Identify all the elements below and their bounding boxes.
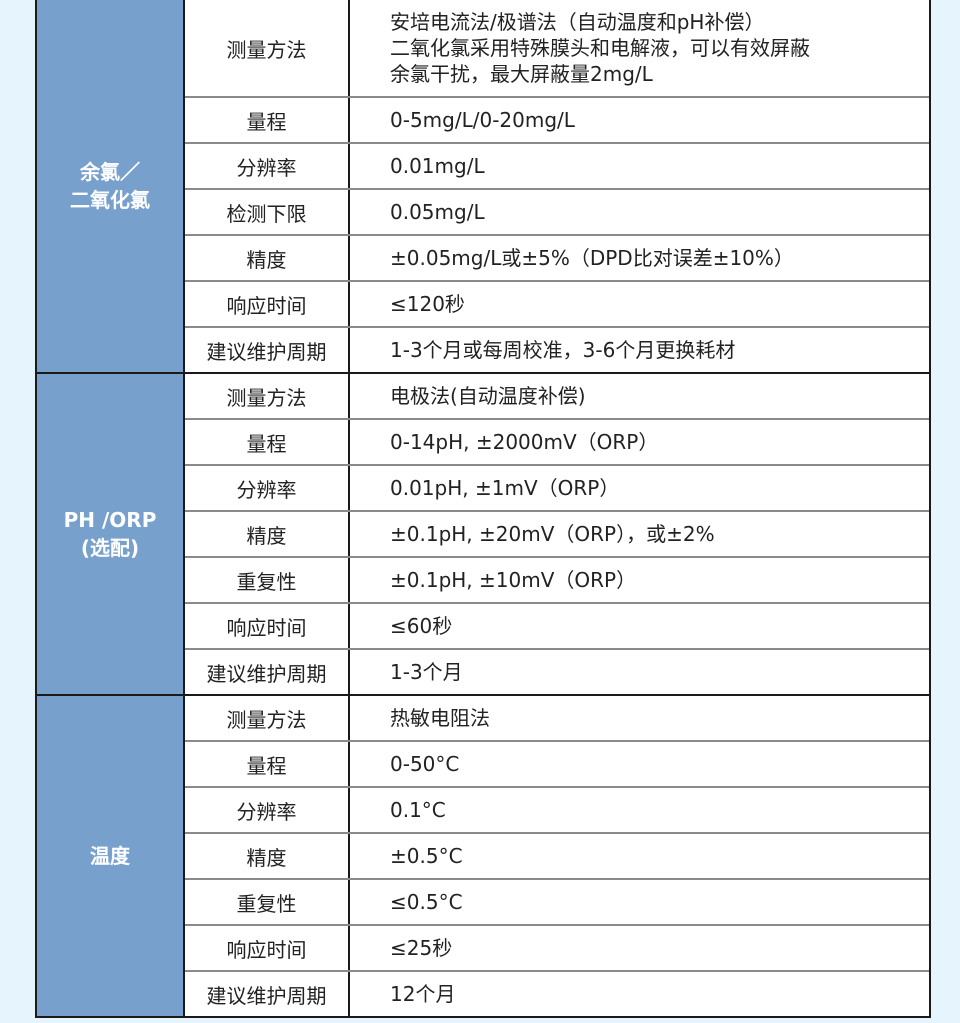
spec-value: 热敏电阻法 (390, 706, 490, 730)
table-row: 量程 0-14pH, ±2000mV（ORP） (185, 420, 929, 466)
table-row: 测量方法 安培电流法/极谱法（自动温度和pH补偿） 二氧化氯采用特殊膜头和电解液，… (185, 0, 929, 98)
table-row: 测量方法 电极法(自动温度补偿) (185, 374, 929, 420)
spec-group: PH /ORP (选配) 测量方法 电极法(自动温度补偿) 量程 0-14pH, ±20… (37, 374, 929, 696)
spec-item: 分辨率 (185, 788, 350, 832)
spec-item: 建议维护周期 (185, 650, 350, 694)
group-name: 余氯／ 二氧化氯 (37, 0, 185, 372)
spec-value: ±0.1pH, ±20mV（ORP），或±2% (390, 522, 715, 546)
spec-item: 建议维护周期 (185, 972, 350, 1016)
spec-item: 测量方法 (185, 374, 350, 418)
spec-value: ±0.1pH, ±10mV（ORP） (390, 568, 637, 592)
table-row: 响应时间 ≤25秒 (185, 926, 929, 972)
spec-value: ≤120秒 (390, 292, 465, 316)
table-row: 建议维护周期 1-3个月或每周校准，3-6个月更换耗材 (185, 328, 929, 372)
spec-value: ±0.05mg/L或±5%（DPD比对误差±10%） (390, 246, 794, 270)
spec-value: 1-3个月或每周校准，3-6个月更换耗材 (390, 338, 736, 362)
spec-item: 响应时间 (185, 282, 350, 326)
table-row: 测量方法 热敏电阻法 (185, 696, 929, 742)
spec-value: 0.01mg/L (390, 154, 485, 178)
spec-table: 余氯／ 二氧化氯 测量方法 安培电流法/极谱法（自动温度和pH补偿） 二氧化氯采用特… (35, 0, 931, 1018)
spec-value: ≤25秒 (390, 936, 453, 960)
spec-value: 0-14pH, ±2000mV（ORP） (390, 430, 659, 454)
spec-group: 余氯／ 二氧化氯 测量方法 安培电流法/极谱法（自动温度和pH补偿） 二氧化氯采用特… (37, 0, 929, 374)
spec-item: 量程 (185, 742, 350, 786)
table-row: 分辨率 0.01pH, ±1mV（ORP） (185, 466, 929, 512)
group-name: 温度 (37, 696, 185, 1016)
spec-item: 测量方法 (185, 696, 350, 740)
table-row: 重复性 ±0.1pH, ±10mV（ORP） (185, 558, 929, 604)
spec-value: 0-5mg/L/0-20mg/L (390, 108, 575, 132)
spec-item: 检测下限 (185, 190, 350, 234)
table-row: 检测下限 0.05mg/L (185, 190, 929, 236)
spec-item: 重复性 (185, 558, 350, 602)
spec-value: 电极法(自动温度补偿) (390, 384, 586, 408)
spec-value: ≤0.5°C (390, 890, 463, 914)
spec-value: 12个月 (390, 982, 456, 1006)
group-name: PH /ORP (选配) (37, 374, 185, 694)
spec-value: 1-3个月 (390, 660, 463, 684)
table-row: 精度 ±0.05mg/L或±5%（DPD比对误差±10%） (185, 236, 929, 282)
spec-item: 精度 (185, 236, 350, 280)
spec-value: 0.05mg/L (390, 200, 485, 224)
table-row: 重复性 ≤0.5°C (185, 880, 929, 926)
spec-item: 测量方法 (185, 0, 350, 96)
spec-item: 重复性 (185, 880, 350, 924)
table-row: 精度 ±0.5°C (185, 834, 929, 880)
spec-item: 量程 (185, 98, 350, 142)
table-row: 建议维护周期 1-3个月 (185, 650, 929, 694)
spec-value: 安培电流法/极谱法（自动温度和pH补偿） 二氧化氯采用特殊膜头和电解液，可以有效… (390, 10, 810, 86)
table-row: 量程 0-5mg/L/0-20mg/L (185, 98, 929, 144)
spec-item: 响应时间 (185, 604, 350, 648)
spec-group: 温度 测量方法 热敏电阻法量程 0-50°C 分辨率 0.1°C 精度 ±0.5°C 重复性 ≤0… (37, 696, 929, 1018)
spec-value: 0-50°C (390, 752, 460, 776)
spec-item: 建议维护周期 (185, 328, 350, 372)
spec-value: ±0.5°C (390, 844, 463, 868)
spec-item: 精度 (185, 834, 350, 878)
spec-item: 分辨率 (185, 144, 350, 188)
spec-value: ≤60秒 (390, 614, 453, 638)
spec-item: 量程 (185, 420, 350, 464)
table-row: 响应时间 ≤120秒 (185, 282, 929, 328)
table-row: 分辨率 0.01mg/L (185, 144, 929, 190)
table-row: 建议维护周期 12个月 (185, 972, 929, 1016)
table-row: 响应时间 ≤60秒 (185, 604, 929, 650)
spec-value: 0.1°C (390, 798, 446, 822)
table-row: 量程 0-50°C (185, 742, 929, 788)
table-row: 分辨率 0.1°C (185, 788, 929, 834)
spec-item: 分辨率 (185, 466, 350, 510)
spec-value: 0.01pH, ±1mV（ORP） (390, 476, 620, 500)
table-row: 精度 ±0.1pH, ±20mV（ORP），或±2% (185, 512, 929, 558)
spec-item: 响应时间 (185, 926, 350, 970)
spec-item: 精度 (185, 512, 350, 556)
